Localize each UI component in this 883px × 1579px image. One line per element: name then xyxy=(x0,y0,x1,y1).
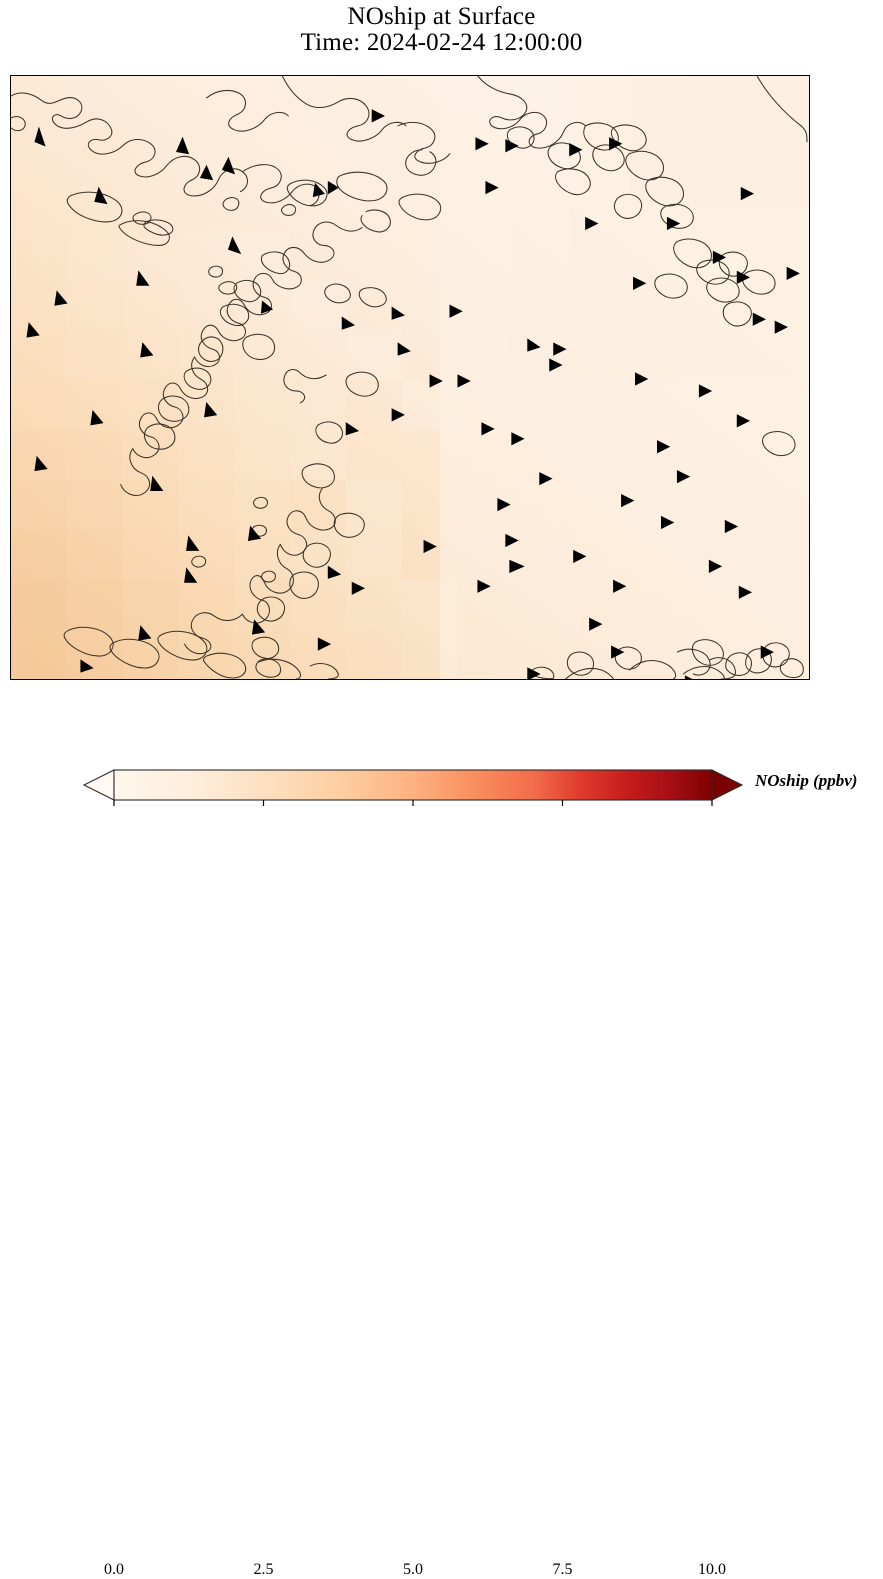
wind-vector-layer xyxy=(26,109,800,679)
colorbar-min-extend-arrow xyxy=(82,769,115,801)
page-title: NOship at Surface xyxy=(347,3,536,30)
map-axes[interactable] xyxy=(10,75,810,680)
concentration-field-layer xyxy=(11,76,809,679)
colorbar-tick-label-1: 2.5 xyxy=(253,1561,274,1578)
figure-timestamp: Time: 2024-02-24 12:00:00 xyxy=(300,29,583,56)
colorbar-tick-label-2: 5.0 xyxy=(403,1561,423,1578)
colorbar-ticks xyxy=(113,800,713,806)
figure-title-block: NOship at Surface Time: 2024-02-24 12:00… xyxy=(0,4,883,56)
colorbar[interactable]: 0.0 2.5 5.0 7.5 10.0 xyxy=(0,755,883,1578)
colorbar-max-extend-arrow xyxy=(711,769,744,801)
colorbar-tick-label-3: 7.5 xyxy=(552,1561,573,1578)
colorbar-tick-label-0: 0.0 xyxy=(104,1561,124,1578)
colorbar-gradient-bar[interactable] xyxy=(113,769,713,801)
colorbar-axis-label: NOship (ppbv) xyxy=(755,771,858,790)
colorbar-tick-label-4: 10.0 xyxy=(698,1561,726,1578)
colorbar-graphic[interactable] xyxy=(0,755,883,839)
